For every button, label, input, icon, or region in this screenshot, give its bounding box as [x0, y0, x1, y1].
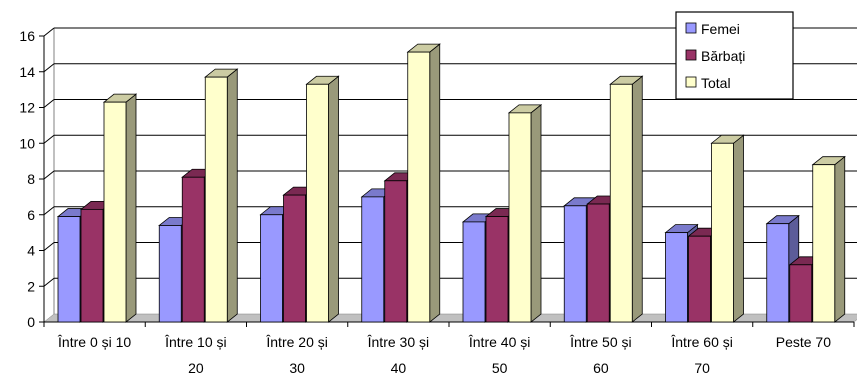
bars — [56, 43, 846, 323]
y-tick-label: 6 — [27, 207, 35, 223]
gridline-diag — [43, 242, 55, 251]
gridline-diag — [43, 63, 55, 73]
gridline-diag — [43, 170, 55, 180]
y-tick-label: 4 — [27, 243, 35, 259]
y-tick-label: 16 — [19, 28, 35, 44]
y-tick-label: 8 — [27, 171, 35, 187]
legend-label: Bărbați — [701, 48, 745, 64]
y-tick-label: 12 — [19, 100, 35, 116]
legend-swatch — [685, 76, 697, 88]
x-tick-label: Între 0 și 10 — [57, 334, 131, 350]
x-tick-label: Între 30 și 40 — [367, 334, 429, 376]
legend-swatch — [685, 22, 697, 34]
tick-labels: 0 2 4 6 8 10 12 14 16 Între 0 și 10 Între 10 și 20 Î… — [19, 28, 831, 376]
bar-total-3 — [305, 75, 340, 323]
x-tick-label: Între 40 și 50 — [468, 334, 530, 376]
x-tick-label: Peste 70 — [776, 334, 831, 350]
bar-total-2 — [204, 68, 239, 323]
bar-total-8 — [811, 155, 846, 323]
y-tick-label: 10 — [19, 135, 35, 151]
bar-total-6 — [609, 75, 644, 323]
legend-label: Femei — [701, 21, 740, 37]
y-tick-label: 2 — [27, 278, 35, 294]
bar-total-4 — [406, 43, 441, 323]
gridline-diag — [43, 27, 55, 37]
legend-label: Total — [701, 75, 731, 91]
y-tick-label: 14 — [19, 64, 35, 80]
gridline-diag — [43, 99, 55, 108]
gridline-diag — [43, 206, 55, 216]
legend-swatch — [685, 49, 697, 61]
bar-total-1 — [102, 93, 138, 323]
gridline-diag — [43, 277, 55, 287]
legend: Femei Bărbați Total — [675, 11, 794, 100]
x-tick-label: Între 20 și 30 — [265, 334, 327, 376]
x-tick-label: Între 50 și 60 — [569, 334, 631, 376]
bar-total-5 — [507, 104, 543, 323]
bar-total-7 — [710, 134, 745, 323]
gridline-diag — [43, 134, 55, 144]
x-tick-label: Între 10 și 20 — [164, 334, 226, 376]
x-tick-label: Între 60 și 70 — [670, 334, 732, 376]
y-tick-label: 0 — [27, 314, 35, 330]
